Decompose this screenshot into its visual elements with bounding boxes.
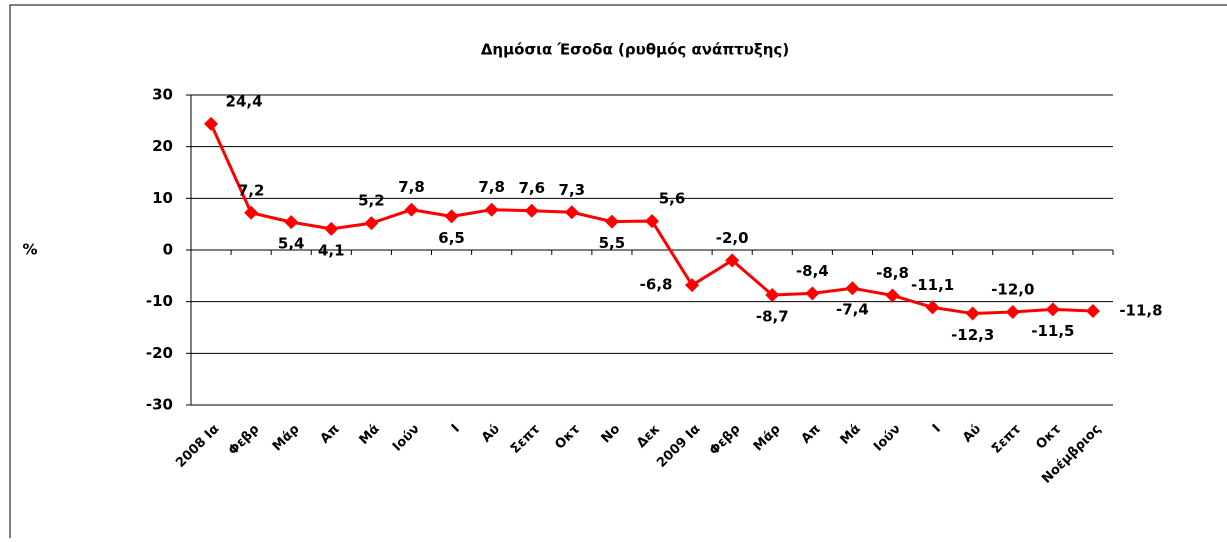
x-tick-label: Ι (930, 422, 944, 436)
x-tick-label: Οκτ (552, 422, 583, 453)
x-tick-label: Μά (838, 422, 864, 448)
data-label: -2,0 (716, 229, 749, 247)
point (885, 288, 900, 303)
data-label: -8,7 (756, 307, 789, 325)
data-label: 7,2 (238, 181, 265, 199)
x-tick-label: Ιούν (390, 422, 423, 455)
data-label: 4,1 (318, 241, 345, 259)
data-label: -12,0 (991, 281, 1034, 299)
data-label: -6,8 (640, 276, 673, 294)
point (965, 306, 980, 321)
x-tick-label: Σεπτ (508, 422, 543, 457)
data-label: -11,5 (1031, 322, 1074, 340)
x-tick-label: Μά (357, 422, 383, 448)
x-tick-label: 2008 Ια (173, 422, 222, 471)
data-label: 7,8 (398, 178, 425, 196)
chart-frame (9, 4, 1227, 542)
x-tick-label: Απ (318, 422, 343, 447)
x-tick-label: Νο (599, 422, 624, 447)
data-label: -8,4 (796, 262, 829, 280)
x-tick-label: Αύ (479, 422, 503, 446)
data-label: -11,1 (911, 276, 954, 294)
data-label: -7,4 (836, 301, 869, 319)
point (324, 221, 339, 236)
point (1085, 303, 1100, 318)
y-tick-label: -20 (146, 344, 173, 362)
data-label: 7,6 (518, 179, 545, 197)
point (765, 287, 780, 302)
data-label: -11,8 (1119, 301, 1162, 319)
y-tick-label: 30 (152, 86, 173, 104)
x-tick-label: Ι (449, 422, 463, 436)
x-tick-label: Μάρ (270, 422, 303, 455)
y-axis-label: % (22, 241, 37, 259)
x-tick-label: 2009 Ια (654, 422, 703, 471)
data-label: 7,8 (478, 178, 505, 196)
x-tick-label: Μάρ (751, 422, 784, 455)
y-tick-label: 0 (163, 241, 173, 259)
y-tick-label: 20 (152, 137, 173, 155)
point (204, 116, 219, 131)
point (524, 203, 539, 218)
x-tick-label: Φεβρ (707, 422, 744, 459)
point (244, 205, 259, 220)
x-tick-label: Ιούν (871, 422, 904, 455)
y-tick-label: 10 (152, 189, 173, 207)
data-label: 6,5 (438, 229, 465, 247)
data-label: 24,4 (226, 92, 263, 110)
point (925, 300, 940, 315)
x-tick-label: Απ (799, 422, 824, 447)
data-label: 7,3 (559, 181, 586, 199)
point (725, 253, 740, 268)
y-tick-label: -30 (146, 396, 173, 414)
point (404, 202, 419, 217)
data-label: 5,4 (278, 235, 305, 253)
point (645, 214, 659, 229)
data-label: 5,5 (599, 234, 626, 252)
data-label: -12,3 (951, 326, 994, 344)
x-tick-label: Οκτ (1033, 422, 1064, 453)
chart-title: Δημόσια Έσοδα (ρυθμός ανάπτυξης) (481, 41, 789, 59)
point (364, 216, 379, 231)
x-tick-label: Φεβρ (226, 422, 263, 459)
data-label: 5,2 (358, 192, 385, 210)
y-tick-label: -10 (146, 292, 173, 310)
point (845, 281, 860, 296)
point (805, 286, 820, 301)
point (604, 214, 619, 229)
point (444, 209, 459, 224)
point (564, 205, 579, 220)
data-label: 5,6 (659, 190, 686, 208)
point (1045, 302, 1060, 317)
point (685, 278, 700, 293)
x-tick-label: Σεπτ (989, 422, 1024, 457)
point (1005, 305, 1020, 319)
x-tick-label: Δεκ (634, 422, 663, 451)
point (284, 215, 299, 230)
point (484, 202, 499, 217)
data-label: -8,8 (876, 264, 909, 282)
x-tick-label: Αύ (960, 422, 984, 446)
